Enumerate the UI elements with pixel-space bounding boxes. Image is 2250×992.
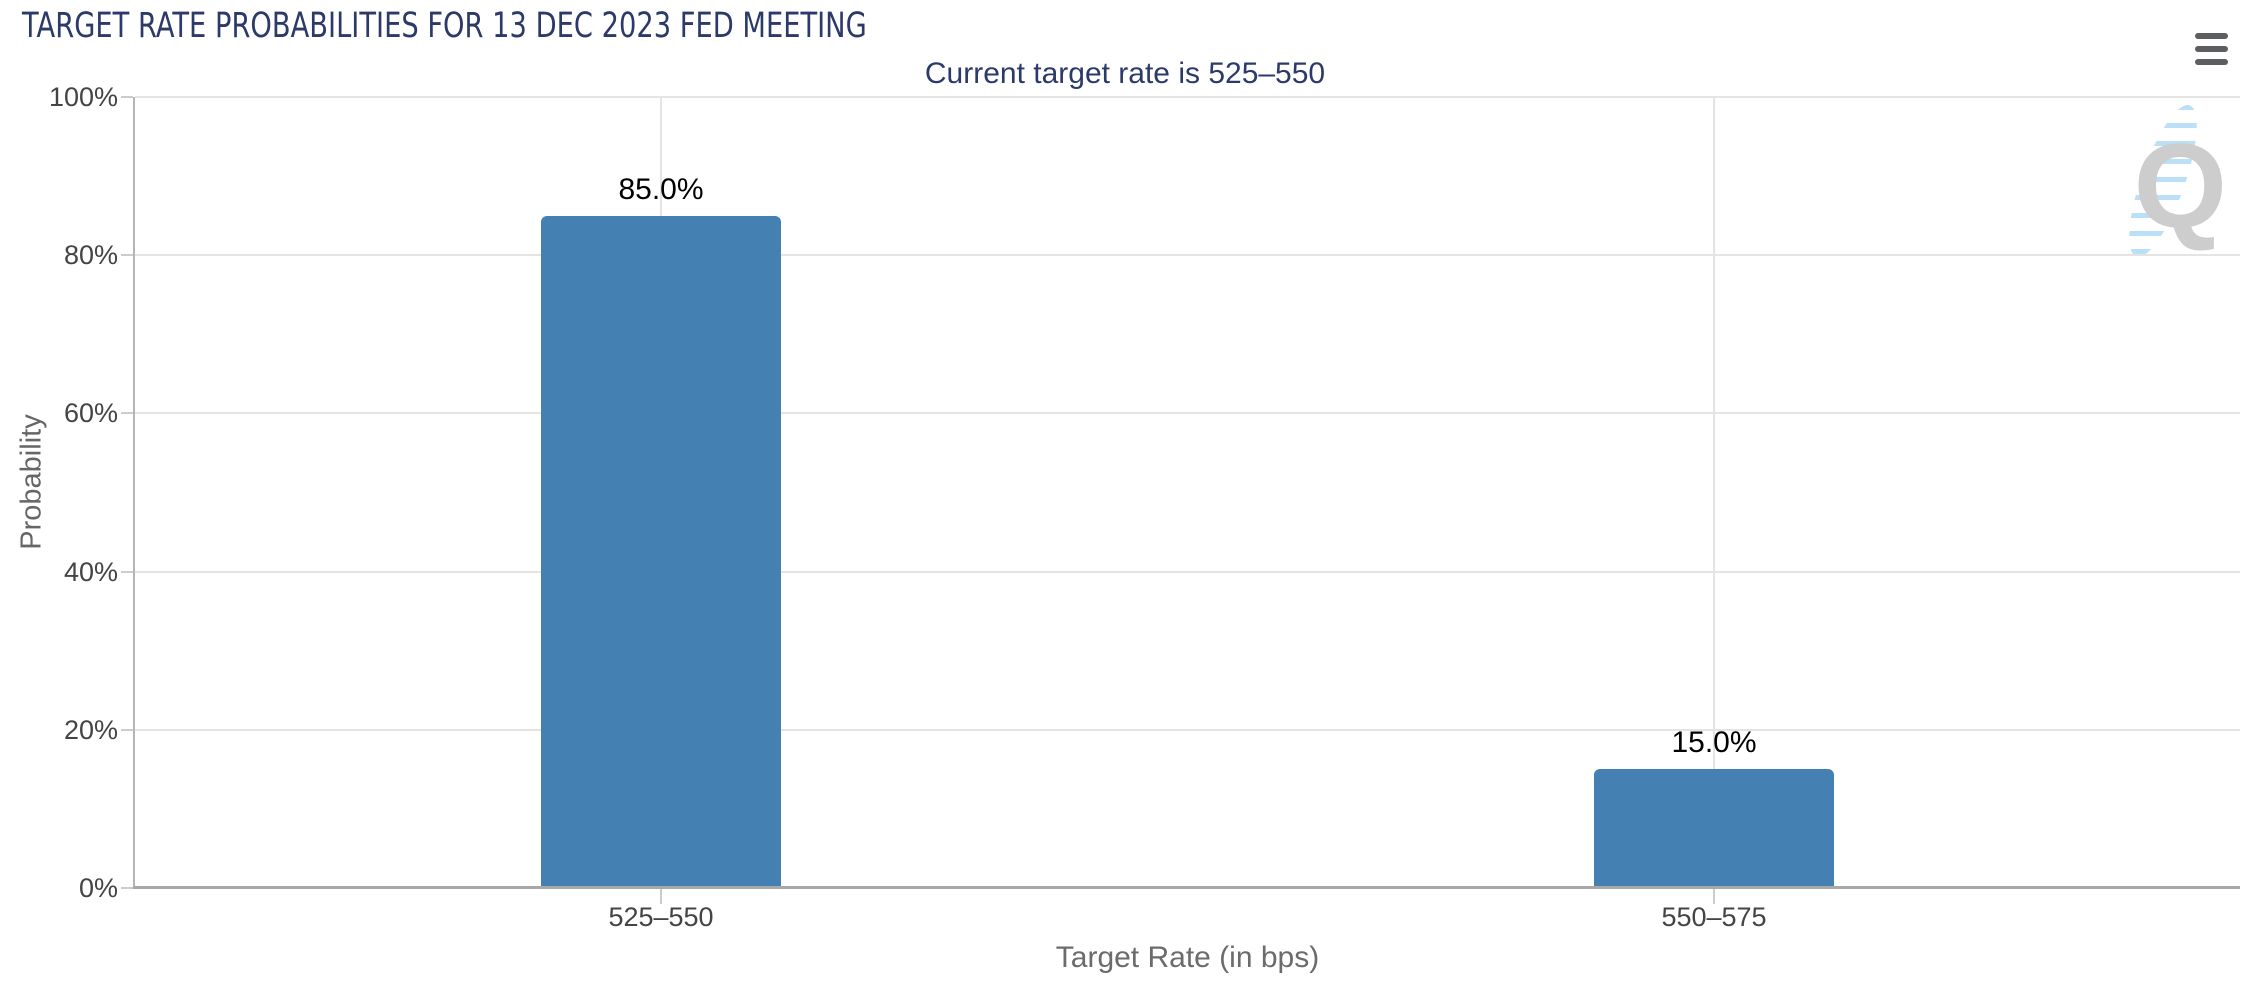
y-axis-tick-label: 0% (78, 873, 118, 903)
y-axis-tick (121, 412, 133, 414)
gridline-horizontal (135, 254, 2240, 256)
y-axis-tick-label: 100% (48, 82, 118, 112)
y-axis-tick (121, 254, 133, 256)
hamburger-bar (2195, 33, 2228, 39)
gridline-horizontal (135, 412, 2240, 414)
y-axis-tick (121, 887, 133, 889)
gridline-horizontal (135, 96, 2240, 98)
y-axis-tick-label: 20% (63, 715, 118, 745)
chart-subtitle: Current target rate is 525–550 (924, 57, 1326, 90)
y-axis-tick-label: 60% (63, 398, 118, 428)
hamburger-bar (2195, 46, 2228, 52)
x-axis-title: Target Rate (in bps) (1055, 941, 1320, 974)
hamburger-bar (2195, 59, 2228, 65)
chart-title: TARGET RATE PROBABILITIES FOR 13 DEC 202… (22, 6, 867, 46)
x-axis-tick-label: 525–550 (608, 902, 714, 932)
bar-value-label: 15.0% (1671, 726, 1757, 759)
quikstrike-watermark: Q (2085, 100, 2235, 265)
y-axis-tick (121, 729, 133, 731)
hamburger-menu-icon[interactable] (2195, 33, 2229, 67)
bar-525–550[interactable] (541, 216, 781, 888)
gridline-vertical (1713, 97, 1715, 888)
bar-value-label: 85.0% (618, 173, 704, 206)
y-axis-tick-label: 80% (63, 240, 118, 270)
gridline-horizontal (135, 571, 2240, 573)
gridline-horizontal (135, 729, 2240, 731)
y-axis-line (133, 97, 135, 889)
x-axis-line (133, 886, 2240, 889)
y-axis-tick-label: 40% (63, 557, 118, 587)
x-axis-tick-label: 550–575 (1661, 902, 1767, 932)
x-axis-tick (1713, 889, 1715, 904)
x-axis-tick (660, 889, 662, 904)
y-axis-tick (121, 571, 133, 573)
y-axis-title: Probability (15, 414, 48, 550)
bar-550–575[interactable] (1594, 769, 1834, 888)
watermark-q-logo: Q (2133, 119, 2227, 253)
y-axis-tick (121, 96, 133, 98)
